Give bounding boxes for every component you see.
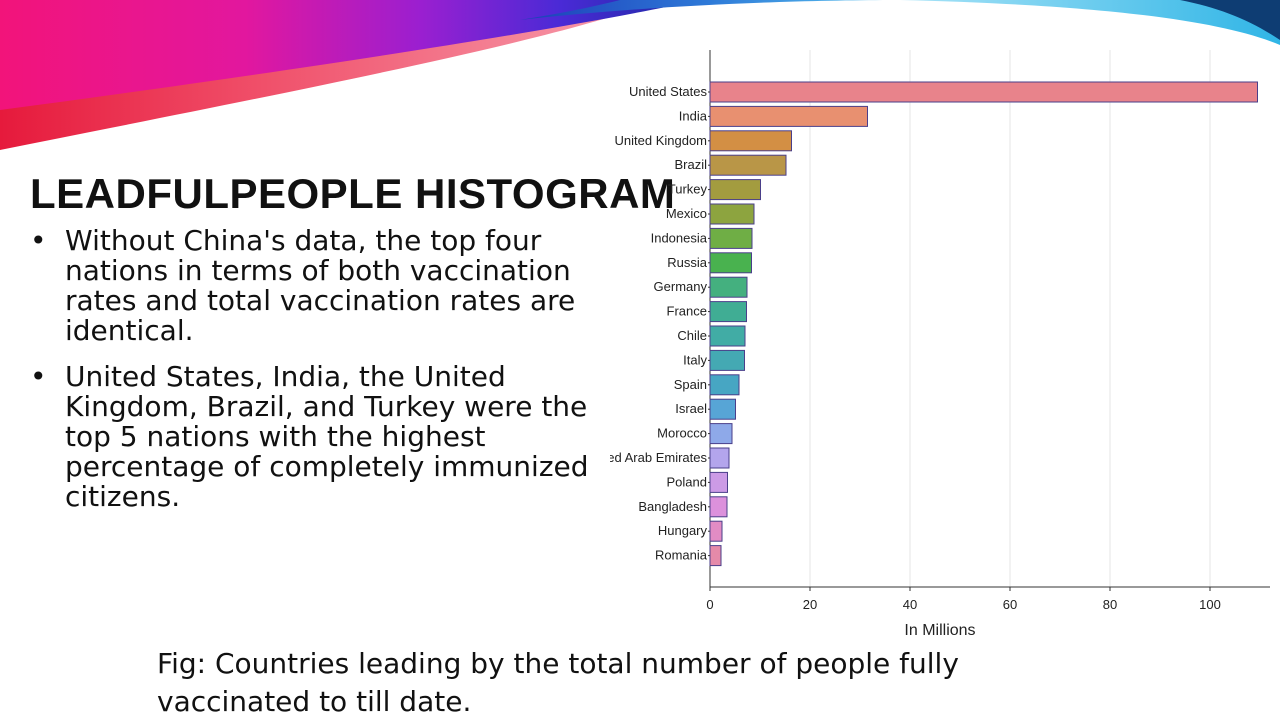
category-label: United Kingdom (615, 133, 708, 148)
bar (709, 545, 722, 567)
x-tick-label: 40 (903, 597, 917, 612)
x-tick-label: 20 (803, 597, 817, 612)
bullet-marker: • (30, 360, 47, 393)
bar (709, 154, 787, 176)
category-label: Indonesia (651, 230, 708, 245)
category-label: France (667, 304, 707, 319)
category-label: Israel (675, 401, 707, 416)
bar (709, 276, 748, 298)
bar (709, 398, 736, 420)
x-tick-label: 80 (1103, 597, 1117, 612)
bar (709, 301, 747, 323)
category-label: Romania (655, 548, 708, 563)
bar (709, 447, 730, 469)
slide-title: LEADFULPEOPLE HISTOGRAM (30, 170, 676, 217)
category-label: United States (629, 84, 708, 99)
category-label: Mexico (666, 206, 707, 221)
x-tick-label: 60 (1003, 597, 1017, 612)
bar (709, 203, 755, 225)
figure-caption: Fig: Countries leading by the total numb… (157, 647, 959, 718)
bar (709, 471, 728, 493)
category-label: United Arab Emirates (610, 450, 707, 465)
bullet-marker: • (30, 224, 47, 257)
x-tick-label: 0 (706, 597, 713, 612)
bar (709, 81, 1258, 103)
category-label: Bangladesh (638, 499, 707, 514)
bar (709, 130, 792, 152)
bar (709, 325, 746, 347)
bullet-text: Without China's data, the top four natio… (65, 224, 576, 347)
category-label: Italy (683, 352, 707, 367)
x-tick-label: 100 (1199, 597, 1221, 612)
decorative-banner (0, 0, 1280, 150)
bar-chart: United States India United Kingdom Brazil Tu… (610, 50, 1270, 639)
bar (709, 496, 728, 518)
bar (709, 520, 723, 542)
bar (709, 374, 740, 396)
bullet-list: • Without China's data, the top four nati… (30, 226, 630, 528)
category-label: Germany (654, 279, 708, 294)
category-label: Brazil (674, 157, 707, 172)
category-label: India (679, 108, 708, 123)
category-label: Turkey (668, 182, 708, 197)
bar (709, 227, 753, 249)
category-label: Morocco (657, 426, 707, 441)
bar (709, 179, 761, 201)
bullet-text: United States, India, the United Kingdom… (65, 360, 589, 513)
bar (709, 423, 733, 445)
bar (709, 349, 745, 371)
x-axis-label: In Millions (904, 622, 975, 639)
bar (709, 252, 752, 274)
bullet-item: • United States, India, the United Kingdo… (30, 362, 630, 512)
category-label: Poland (667, 474, 707, 489)
bar (709, 105, 868, 127)
bullet-item: • Without China's data, the top four nati… (30, 226, 630, 346)
category-label: Spain (674, 377, 707, 392)
category-label: Russia (667, 255, 708, 270)
category-label: Hungary (658, 523, 708, 538)
category-label: Chile (677, 328, 707, 343)
